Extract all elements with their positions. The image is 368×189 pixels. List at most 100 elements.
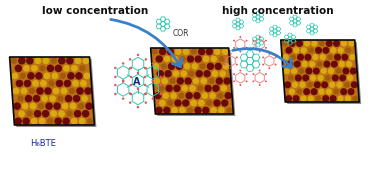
Circle shape [64, 66, 69, 71]
Circle shape [326, 89, 331, 94]
Circle shape [332, 75, 338, 81]
Circle shape [137, 106, 139, 108]
Circle shape [286, 96, 291, 101]
Circle shape [294, 48, 299, 53]
Polygon shape [10, 57, 95, 125]
Circle shape [189, 71, 194, 76]
Circle shape [72, 66, 77, 71]
Circle shape [342, 54, 348, 60]
Circle shape [159, 93, 162, 95]
Circle shape [88, 119, 93, 124]
Circle shape [304, 89, 309, 94]
Circle shape [152, 97, 154, 100]
Circle shape [199, 100, 204, 106]
Circle shape [350, 68, 356, 74]
Circle shape [340, 75, 346, 81]
Circle shape [47, 65, 53, 71]
Circle shape [159, 84, 162, 86]
Circle shape [29, 89, 35, 93]
Circle shape [13, 88, 19, 94]
Circle shape [171, 93, 176, 98]
Circle shape [114, 76, 117, 78]
Circle shape [184, 64, 190, 69]
Circle shape [182, 86, 187, 91]
Circle shape [314, 68, 319, 74]
Circle shape [172, 56, 177, 62]
Circle shape [289, 41, 295, 46]
Circle shape [156, 107, 162, 113]
Circle shape [201, 78, 206, 84]
Circle shape [285, 82, 290, 88]
Circle shape [300, 82, 305, 87]
FancyArrowPatch shape [111, 19, 182, 67]
Circle shape [114, 93, 117, 95]
Circle shape [129, 67, 131, 70]
Circle shape [305, 54, 311, 60]
Circle shape [252, 80, 254, 82]
Circle shape [152, 49, 157, 54]
Circle shape [67, 111, 72, 116]
Circle shape [180, 57, 185, 61]
Circle shape [167, 49, 173, 55]
Circle shape [49, 81, 54, 86]
Circle shape [212, 71, 217, 76]
Circle shape [130, 76, 132, 78]
Circle shape [63, 118, 69, 124]
Circle shape [239, 36, 241, 38]
Circle shape [259, 70, 261, 71]
Circle shape [45, 88, 51, 94]
Circle shape [211, 108, 216, 113]
Circle shape [186, 93, 192, 99]
Circle shape [204, 56, 209, 62]
Circle shape [318, 75, 323, 80]
Circle shape [230, 53, 231, 55]
Text: COR: COR [173, 29, 190, 37]
Circle shape [42, 96, 47, 101]
Circle shape [194, 93, 200, 99]
Circle shape [215, 49, 220, 54]
Circle shape [291, 69, 297, 74]
Circle shape [14, 103, 20, 109]
Circle shape [159, 76, 162, 78]
Circle shape [55, 118, 61, 124]
Circle shape [227, 108, 231, 113]
Circle shape [160, 100, 165, 106]
Circle shape [293, 82, 298, 87]
Circle shape [195, 56, 201, 62]
Circle shape [337, 82, 342, 87]
Circle shape [347, 62, 351, 67]
Circle shape [213, 85, 219, 91]
Circle shape [193, 78, 199, 84]
Circle shape [309, 62, 315, 67]
Circle shape [51, 111, 56, 116]
Circle shape [71, 119, 77, 124]
Circle shape [236, 64, 238, 66]
Circle shape [187, 56, 194, 62]
Circle shape [75, 58, 81, 64]
Circle shape [31, 119, 37, 124]
Circle shape [44, 73, 50, 79]
Circle shape [298, 54, 303, 60]
Circle shape [19, 58, 25, 64]
Circle shape [330, 82, 335, 87]
Circle shape [16, 80, 22, 87]
Circle shape [209, 79, 214, 83]
Circle shape [304, 41, 309, 46]
Circle shape [122, 97, 124, 100]
Circle shape [294, 61, 300, 67]
Circle shape [224, 78, 230, 84]
Circle shape [12, 73, 18, 79]
Circle shape [35, 111, 41, 117]
Circle shape [30, 103, 36, 109]
Circle shape [161, 64, 166, 69]
Circle shape [291, 55, 296, 59]
Circle shape [188, 108, 192, 113]
Circle shape [163, 93, 169, 98]
Circle shape [348, 75, 353, 80]
Circle shape [170, 79, 175, 83]
Circle shape [28, 73, 34, 79]
Circle shape [222, 49, 228, 54]
Circle shape [223, 64, 225, 66]
Text: A: A [133, 77, 141, 87]
Circle shape [152, 80, 154, 83]
